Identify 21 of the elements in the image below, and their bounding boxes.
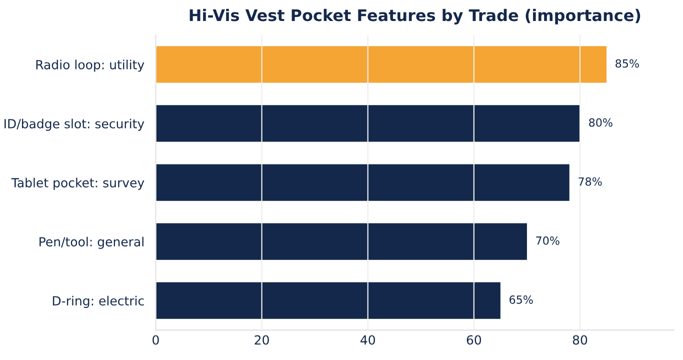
x-tick-label: 60 (466, 335, 482, 345)
data-label: 78% (578, 177, 602, 186)
chart-title: Hi-Vis Vest Pocket Features by Trade (importance) (190, 8, 640, 24)
data-label: 80% (589, 118, 612, 127)
y-tick-label: D-ring: electric (52, 296, 144, 308)
y-tick-label: Radio loop: utility (36, 60, 144, 72)
bar (156, 223, 527, 260)
y-tick-label: Tablet pocket: survey (11, 178, 144, 190)
x-tick-label: 80 (572, 335, 588, 345)
data-label: 85% (616, 59, 639, 68)
bar (156, 105, 580, 142)
bar (156, 46, 607, 83)
x-tick-label: 0 (152, 335, 159, 345)
bar (156, 282, 500, 319)
x-tick-label: 20 (254, 335, 269, 345)
data-label: 70% (536, 236, 560, 245)
y-tick-label: Pen/tool: general (40, 236, 144, 249)
data-label: 65% (510, 295, 533, 304)
x-tick-label: 40 (360, 335, 375, 345)
bar (156, 164, 570, 201)
y-tick-label: ID/badge slot: security (4, 118, 144, 131)
